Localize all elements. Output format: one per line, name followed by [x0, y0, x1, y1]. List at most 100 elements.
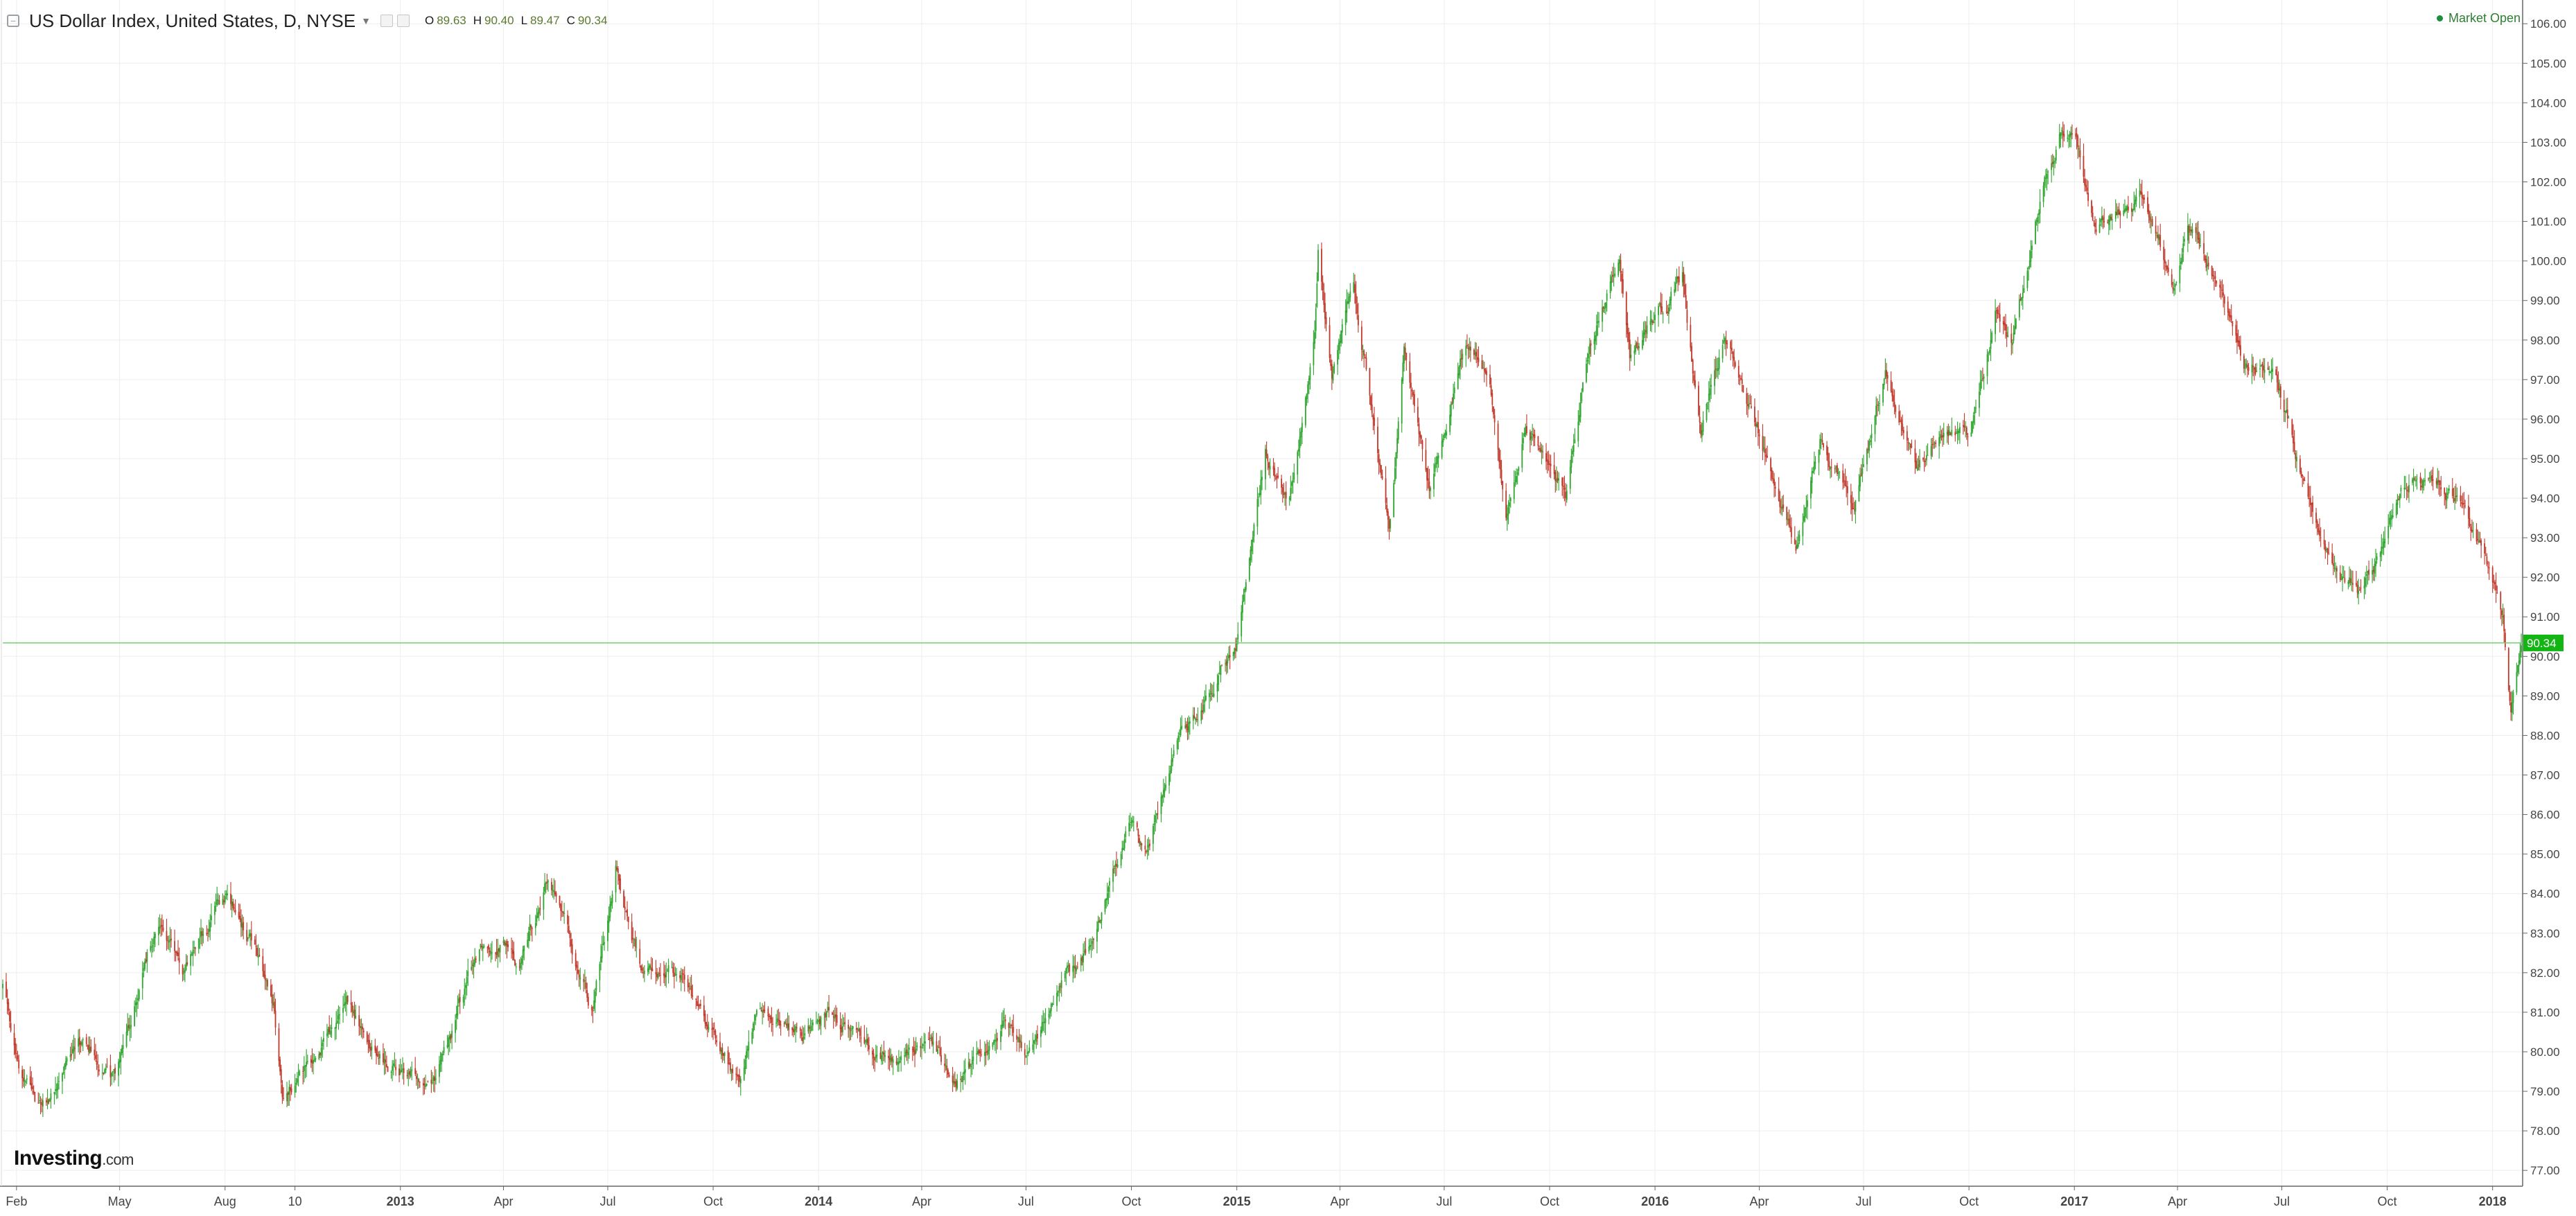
- candle-body: [1410, 382, 1412, 388]
- candle-body: [211, 915, 212, 921]
- candle-body: [1218, 673, 1220, 674]
- candle-body: [1329, 325, 1331, 358]
- candle-body: [729, 1062, 731, 1070]
- candle-body: [938, 1047, 940, 1048]
- candle-body: [1949, 431, 1950, 435]
- candle-body: [2356, 583, 2357, 585]
- candle-body: [687, 978, 689, 987]
- candle-body: [1277, 475, 1279, 478]
- candle-body: [1304, 398, 1306, 425]
- candle-body: [1858, 485, 1860, 502]
- candle-body: [274, 1010, 277, 1028]
- candle-body: [755, 1014, 757, 1021]
- candle-body: [2196, 233, 2198, 235]
- y-tick-label: 83.00: [2530, 927, 2560, 940]
- candle-body: [2374, 563, 2376, 574]
- candle-body: [1554, 472, 1557, 482]
- candle-body: [2477, 538, 2479, 540]
- candle-body: [1802, 522, 1804, 536]
- candle-body: [441, 1053, 444, 1055]
- candle-body: [1313, 342, 1315, 366]
- candle-body: [224, 896, 226, 903]
- candle-body: [2077, 136, 2079, 148]
- candle-body: [2038, 213, 2040, 215]
- candle-body: [592, 1010, 594, 1012]
- candle-body: [1513, 482, 1515, 500]
- candle-body: [1708, 394, 1710, 401]
- candle-body: [1794, 538, 1796, 545]
- candle-body: [1425, 450, 1427, 470]
- candle-body: [611, 901, 612, 906]
- candle-body: [2142, 197, 2144, 200]
- candle-body: [1859, 475, 1861, 486]
- investing-logo[interactable]: Investing.com: [14, 1147, 134, 1170]
- candle-body: [176, 951, 178, 955]
- candle-body: [383, 1058, 385, 1064]
- candle-body: [1483, 368, 1485, 371]
- settings-button[interactable]: [380, 15, 393, 27]
- candle-body: [888, 1057, 891, 1060]
- candle-body: [1629, 340, 1631, 359]
- candle-body: [2019, 299, 2022, 300]
- candle-body: [1155, 813, 1157, 816]
- candle-body: [1288, 498, 1290, 500]
- candle-body: [238, 912, 240, 918]
- candle-body: [2132, 209, 2134, 212]
- candle-body: [488, 945, 489, 950]
- x-tick-label: Apr: [912, 1195, 931, 1208]
- candle-body: [2109, 215, 2111, 222]
- close-study-button[interactable]: [396, 15, 410, 27]
- candle-body: [2079, 150, 2081, 158]
- candle-body: [1009, 1026, 1011, 1028]
- candle-body: [1579, 415, 1580, 422]
- candle-body: [1202, 704, 1204, 712]
- caret-down-icon[interactable]: ▼: [361, 15, 371, 26]
- candle-body: [128, 1025, 130, 1028]
- candle-body: [1363, 350, 1365, 356]
- candle-body: [608, 916, 610, 924]
- candle-body: [627, 917, 629, 923]
- candle-body: [310, 1059, 312, 1063]
- candle-body: [362, 1030, 365, 1032]
- candle-body: [2381, 546, 2383, 554]
- candle-body: [297, 1078, 298, 1083]
- candle-body: [939, 1048, 941, 1055]
- candle-body: [1762, 436, 1764, 451]
- candle-body: [2387, 526, 2390, 538]
- candle-body: [2358, 591, 2360, 594]
- candle-body: [1790, 527, 1792, 538]
- candle-body: [2207, 264, 2208, 267]
- candle-body: [1457, 373, 1459, 389]
- candle-body: [1566, 491, 1568, 500]
- candle-body: [1433, 473, 1435, 490]
- chart-title[interactable]: US Dollar Index, United States, D, NYSE: [29, 10, 356, 31]
- candle-body: [1185, 724, 1187, 728]
- candle-body: [1781, 506, 1783, 510]
- candle-body: [464, 988, 466, 995]
- candle-body: [50, 1093, 52, 1100]
- candle-body: [136, 1002, 138, 1005]
- candle-body: [483, 945, 485, 948]
- candle-body: [1437, 455, 1439, 459]
- candle-body: [207, 933, 209, 934]
- candle-body: [839, 1025, 841, 1030]
- candle-body: [1490, 385, 1492, 395]
- candle-body: [369, 1047, 371, 1050]
- candle-body: [1314, 332, 1315, 344]
- candle-body: [514, 960, 516, 966]
- candle-body: [1332, 373, 1334, 381]
- candle-body: [55, 1089, 56, 1091]
- candle-body: [906, 1049, 908, 1053]
- candle-body: [1497, 423, 1499, 450]
- candle-body: [2279, 386, 2281, 398]
- minus-square-icon[interactable]: −: [7, 15, 19, 27]
- candle-body: [1958, 430, 1960, 433]
- candle-body: [2363, 585, 2365, 589]
- candle-body: [1660, 303, 1662, 308]
- candle-body: [32, 1086, 33, 1089]
- candle-body: [1493, 415, 1496, 423]
- candle-body: [1341, 324, 1343, 333]
- candle-body: [1232, 651, 1234, 657]
- candle-body: [162, 927, 164, 931]
